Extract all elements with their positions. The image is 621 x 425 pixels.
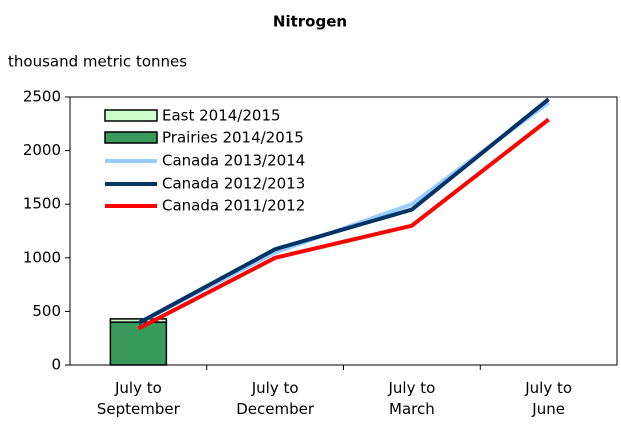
y-tick-label: 0 (51, 356, 61, 374)
y-axis-label: thousand metric tonnes (8, 53, 187, 71)
x-tick-label: July to September (97, 379, 181, 418)
legend-label: Canada 2012/2013 (162, 175, 305, 193)
x-tick-label: July to June (524, 379, 572, 418)
legend-label: Canada 2011/2012 (162, 197, 305, 215)
legend-label: Canada 2013/2014 (162, 152, 305, 170)
legend-label: East 2014/2015 (162, 107, 281, 125)
y-tick-label: 2000 (23, 141, 61, 159)
x-tick-label: July to March (387, 379, 435, 418)
bar (109, 321, 168, 366)
x-tick-label: July to December (236, 379, 315, 418)
legend-label: Prairies 2014/2015 (162, 129, 304, 147)
line (137, 97, 550, 325)
y-tick-label: 500 (32, 302, 61, 320)
y-tick-label: 1500 (23, 195, 61, 213)
chart-title: Nitrogen (273, 13, 347, 31)
y-tick-label: 2500 (23, 88, 61, 106)
legend-swatch (104, 131, 158, 144)
legend-swatch (104, 109, 158, 122)
y-tick-label: 1000 (23, 248, 61, 266)
line (137, 117, 550, 331)
